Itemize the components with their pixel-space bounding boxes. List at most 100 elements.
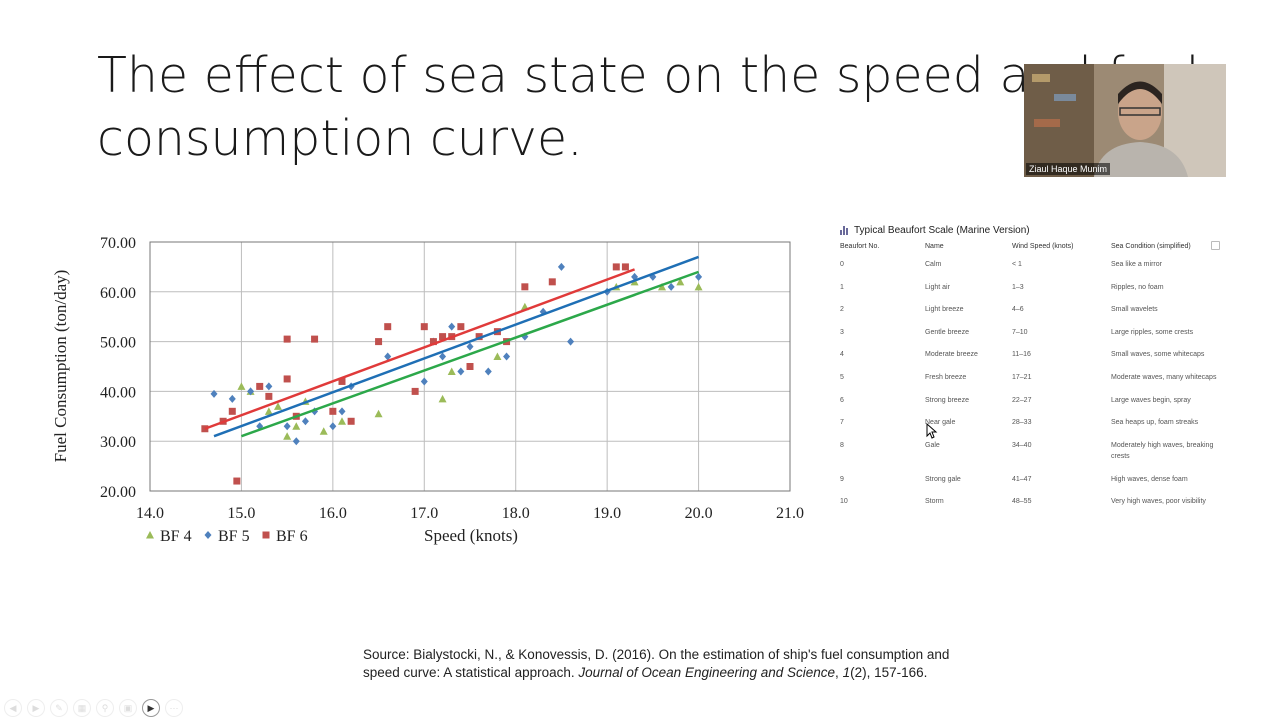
slides-grid-icon[interactable]: ▦ <box>73 699 91 717</box>
data-point <box>375 338 383 346</box>
legend-marker <box>146 531 154 539</box>
data-point <box>283 335 291 343</box>
beaufort-cell: Strong breeze <box>925 396 969 404</box>
data-point <box>695 272 703 281</box>
data-point <box>237 382 246 390</box>
webcam-video[interactable]: Ziaul Haque Munim <box>1024 64 1226 177</box>
beaufort-cell: 7 <box>840 419 844 427</box>
beaufort-cell: Moderate breeze <box>925 351 978 359</box>
beaufort-cell: Sea like a mirror <box>1111 261 1162 268</box>
beaufort-cell: 28–33 <box>1012 419 1032 427</box>
zoom-icon[interactable]: ⚲ <box>96 699 114 717</box>
webcam-person-image <box>1024 64 1226 177</box>
beaufort-cell: 6 <box>840 396 844 404</box>
data-point <box>283 432 292 440</box>
copy-icon[interactable] <box>1211 241 1220 250</box>
beaufort-column-header: Sea Condition (simplified) <box>1111 242 1191 250</box>
data-point <box>274 402 282 410</box>
data-point <box>676 277 685 286</box>
beaufort-cell: 5 <box>840 373 844 381</box>
data-point <box>265 392 273 400</box>
data-point <box>338 407 346 416</box>
data-point <box>256 382 264 390</box>
data-point <box>557 262 565 271</box>
x-tick-label: 21.0 <box>776 505 804 522</box>
data-point <box>484 367 492 376</box>
chart-legend: BF 4 BF 5 BF 6 <box>146 528 308 545</box>
beaufort-cell: Light breeze <box>925 306 964 314</box>
data-point <box>301 417 309 426</box>
beaufort-cell: 3 <box>840 328 844 336</box>
beaufort-cell: 4 <box>840 351 844 359</box>
beaufort-cell: < 1 <box>1012 261 1022 268</box>
video-camera-icon[interactable]: ▶ <box>142 699 160 717</box>
beaufort-cell: Small waves, some whitecaps <box>1111 351 1205 359</box>
data-point <box>311 335 319 343</box>
beaufort-cell: Light air <box>925 283 950 291</box>
beaufort-cell: 4–6 <box>1012 306 1024 314</box>
data-point <box>264 407 273 415</box>
previous-slide-icon[interactable]: ◀ <box>4 699 22 717</box>
beaufort-cell: Strong gale <box>925 475 961 483</box>
beaufort-cell: 41–47 <box>1012 475 1032 483</box>
beaufort-cell: 10 <box>840 498 848 506</box>
slideshow-toolbar: ◀ ▶ ✎ ▦ ⚲ ▣ ▶ ⋯ <box>4 699 183 717</box>
data-point <box>329 422 337 431</box>
table-row: 6 Strong breeze 22–27 Large waves begin, sp… <box>840 395 1230 418</box>
beaufort-cell: Gentle breeze <box>925 328 969 336</box>
x-tick-labels: 14.0 15.0 16.0 17.0 18.0 19.0 20.0 21.0 <box>136 505 804 522</box>
beaufort-cell: Ripples, no foam <box>1111 283 1164 291</box>
data-point <box>420 323 428 331</box>
slide-title-line-1: The effect of sea state on the speed and… <box>97 47 1200 104</box>
data-point <box>503 352 511 361</box>
more-options-icon[interactable]: ⋯ <box>165 699 183 717</box>
subtitles-icon[interactable]: ▣ <box>119 699 137 717</box>
x-tick-label: 16.0 <box>319 505 347 522</box>
y-tick-label: 30.00 <box>100 434 136 451</box>
data-point <box>493 352 502 361</box>
y-tick-label: 20.00 <box>100 484 136 501</box>
table-row: 10 Storm 48–55 Very high waves, poor visibi… <box>840 496 1230 519</box>
beaufort-cell: 48–55 <box>1012 498 1032 506</box>
data-point <box>649 272 657 281</box>
table-row: 7 Near gale 28–33 Sea heaps up, foam streak… <box>840 417 1230 440</box>
legend-label: BF 5 <box>218 528 250 545</box>
x-tick-label: 19.0 <box>593 505 621 522</box>
y-tick-labels: 20.00 30.00 40.00 50.00 60.00 70.00 <box>100 235 136 501</box>
beaufort-heading: Typical Beaufort Scale (Marine Version) <box>840 222 1230 238</box>
legend-marker <box>204 531 212 539</box>
data-point <box>347 417 355 425</box>
beaufort-cell: Fresh breeze <box>925 373 967 381</box>
legend-marker <box>262 531 270 539</box>
beaufort-cell: 0 <box>840 261 844 268</box>
legend-label: BF 6 <box>276 528 308 545</box>
data-point <box>210 389 218 398</box>
data-point <box>233 477 241 485</box>
table-row: 2 Light breeze 4–6 Small wavelets <box>840 304 1230 327</box>
pen-icon[interactable]: ✎ <box>50 699 68 717</box>
beaufort-cell: Near gale <box>925 419 956 427</box>
trend-line <box>204 268 636 430</box>
x-tick-label: 17.0 <box>410 505 438 522</box>
next-slide-icon[interactable]: ▶ <box>27 699 45 717</box>
x-tick-label: 20.0 <box>685 505 713 522</box>
citation-pages: (2), 157-166. <box>850 665 928 680</box>
beaufort-column-header: Wind Speed (knots) <box>1012 242 1074 250</box>
beaufort-cell: 8 <box>840 441 844 449</box>
beaufort-cell: 7–10 <box>1012 328 1028 336</box>
beaufort-cell: 11–16 <box>1012 351 1031 359</box>
data-point <box>466 342 474 351</box>
data-point <box>621 263 629 271</box>
beaufort-cell: High waves, dense foam <box>1111 475 1188 483</box>
data-point <box>466 363 474 370</box>
data-point <box>658 282 666 291</box>
x-tick-label: 14.0 <box>136 505 164 522</box>
citation-text: Source: Bialystocki, N., & Konovessis, D… <box>363 647 950 680</box>
data-point <box>265 382 273 391</box>
data-point <box>329 407 337 415</box>
table-row: 4 Moderate breeze 11–16 Small waves, some w… <box>840 349 1230 372</box>
y-tick-label: 40.00 <box>100 384 136 401</box>
trend-lines <box>204 255 700 438</box>
table-row: 0 Calm < 1 Sea like a mirror <box>840 259 1230 282</box>
data-point <box>612 263 620 271</box>
